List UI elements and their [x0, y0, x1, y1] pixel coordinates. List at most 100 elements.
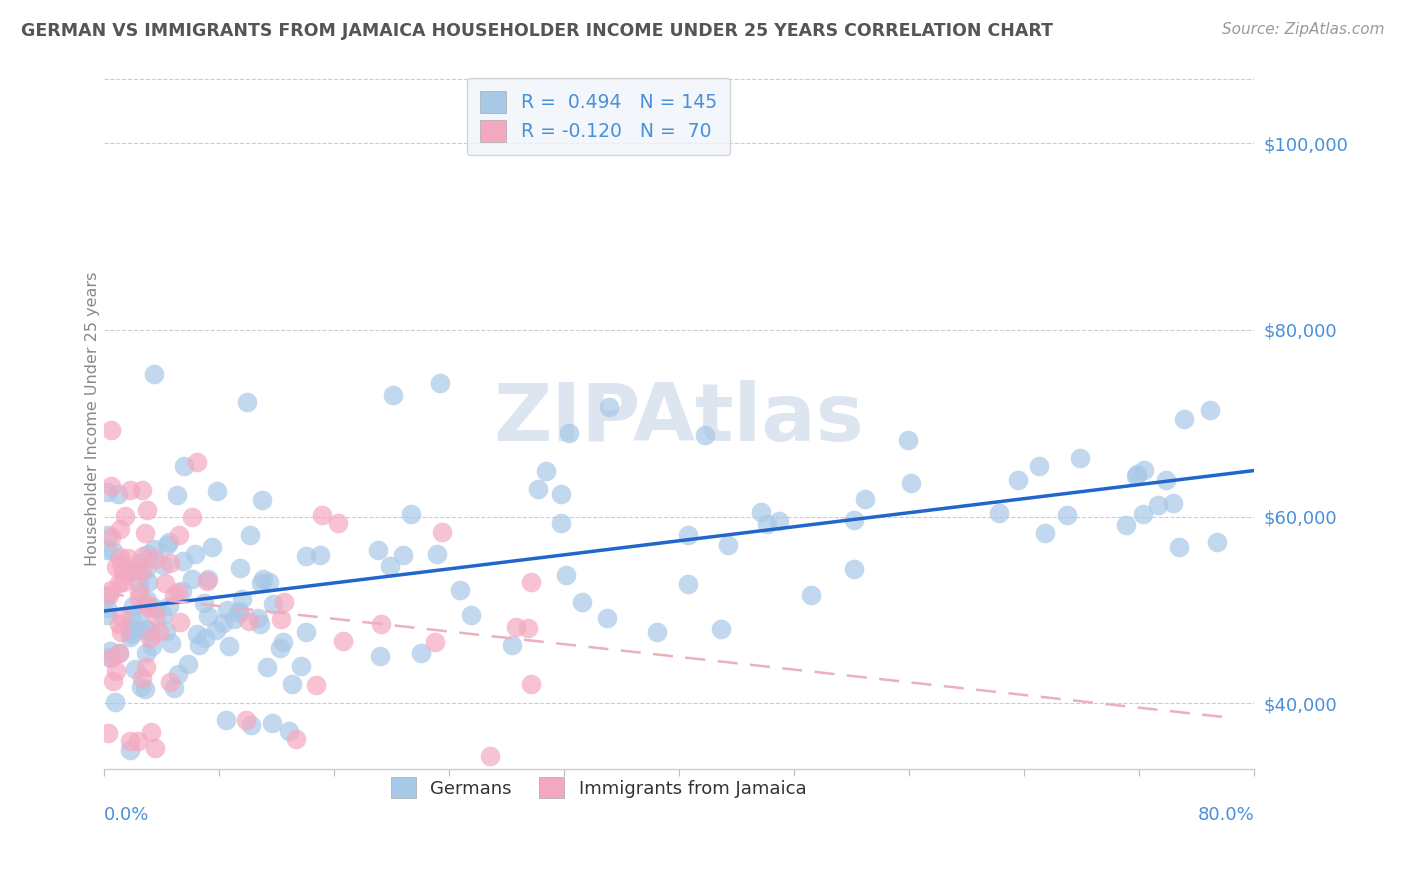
Point [367, 543, 389, 558]
Point [166, 488, 188, 502]
Point [844, 562, 866, 576]
Point [172, 583, 194, 598]
Point [295, 625, 318, 640]
Point [240, 718, 263, 732]
Point [172, 554, 194, 568]
Point [120, 609, 142, 624]
Point [218, 639, 240, 653]
Point [111, 610, 134, 624]
Point [368, 649, 391, 664]
Point [235, 713, 257, 727]
Point [842, 513, 865, 527]
Point [100, 530, 122, 544]
Point [131, 483, 153, 497]
Point [107, 646, 129, 660]
Point [177, 657, 200, 672]
Point [169, 615, 191, 629]
Point [120, 734, 142, 748]
Point [104, 664, 127, 678]
Point [853, 492, 876, 507]
Point [135, 660, 157, 674]
Point [131, 564, 153, 578]
Point [97, 650, 120, 665]
Point [157, 599, 180, 614]
Point [167, 666, 190, 681]
Point [157, 534, 180, 549]
Point [460, 607, 482, 622]
Point [135, 622, 157, 636]
Point [195, 574, 218, 588]
Point [186, 627, 208, 641]
Point [534, 465, 557, 479]
Point [120, 623, 142, 637]
Point [163, 681, 186, 695]
Point [110, 558, 132, 572]
Point [205, 483, 228, 498]
Point [97, 588, 120, 602]
Point [332, 633, 354, 648]
Point [152, 608, 174, 623]
Point [145, 601, 167, 615]
Point [212, 616, 235, 631]
Point [103, 544, 125, 558]
Point [201, 540, 224, 554]
Point [768, 514, 790, 528]
Point [423, 635, 446, 649]
Point [252, 572, 274, 586]
Point [432, 524, 454, 539]
Point [134, 526, 156, 541]
Point [988, 506, 1011, 520]
Point [749, 505, 772, 519]
Point [107, 616, 129, 631]
Point [131, 681, 153, 695]
Point [96, 601, 118, 615]
Point [1133, 463, 1156, 477]
Point [900, 475, 922, 490]
Point [1163, 496, 1185, 510]
Point [520, 677, 543, 691]
Point [229, 561, 252, 575]
Point [520, 574, 543, 589]
Point [167, 584, 190, 599]
Point [309, 548, 332, 562]
Point [132, 549, 155, 563]
Point [1007, 473, 1029, 487]
Point [135, 562, 157, 576]
Point [117, 551, 139, 566]
Point [112, 575, 135, 590]
Point [1132, 508, 1154, 522]
Point [284, 731, 307, 746]
Point [181, 509, 204, 524]
Point [517, 621, 540, 635]
Point [96, 485, 118, 500]
Point [97, 726, 120, 740]
Point [159, 675, 181, 690]
Point [152, 558, 174, 573]
Point [114, 509, 136, 524]
Point [108, 576, 131, 591]
Point [550, 516, 572, 530]
Point [160, 636, 183, 650]
Point [110, 624, 132, 639]
Point [143, 367, 166, 381]
Point [181, 572, 204, 586]
Point [598, 400, 620, 414]
Point [136, 547, 159, 561]
Point [250, 576, 273, 591]
Point [429, 376, 451, 390]
Point [122, 599, 145, 614]
Point [145, 608, 167, 623]
Text: ZIPAtlas: ZIPAtlas [494, 380, 865, 458]
Point [118, 630, 141, 644]
Point [121, 627, 143, 641]
Point [550, 487, 572, 501]
Point [370, 616, 392, 631]
Point [127, 611, 149, 625]
Point [108, 549, 131, 564]
Point [134, 682, 156, 697]
Point [143, 551, 166, 566]
Point [193, 596, 215, 610]
Point [103, 674, 125, 689]
Point [108, 646, 131, 660]
Point [717, 538, 740, 552]
